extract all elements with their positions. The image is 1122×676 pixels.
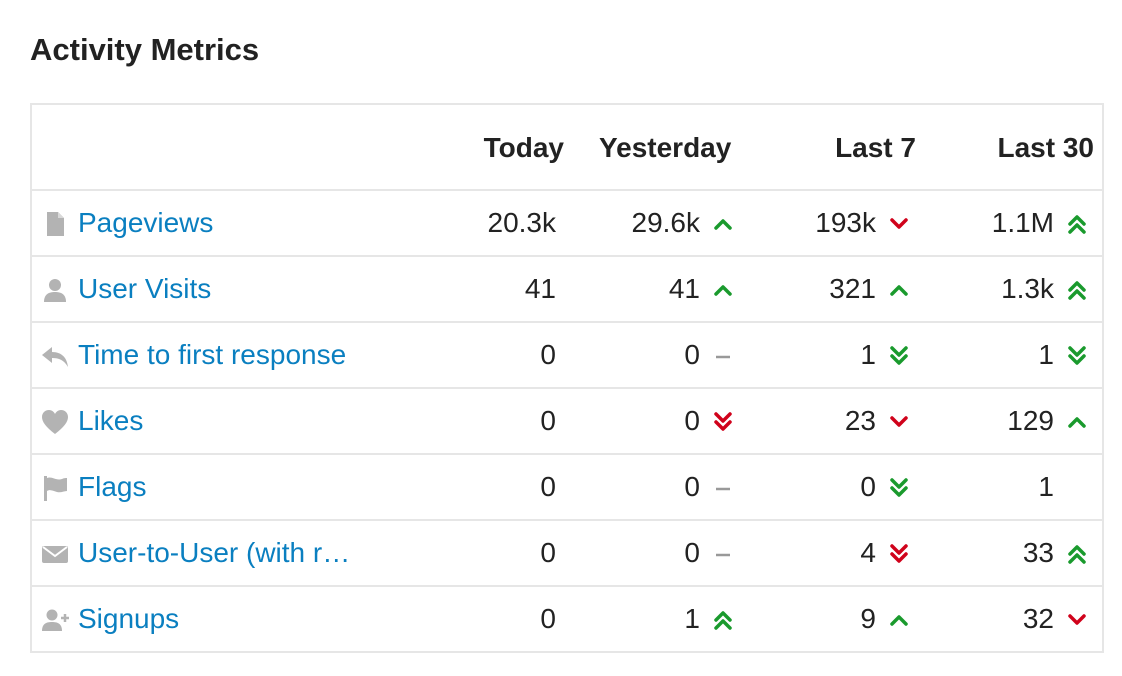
chevron-down-icon — [1064, 607, 1090, 633]
metric-value-yesterday: 0 — [684, 339, 700, 370]
metric-value-last7: 4 — [860, 537, 876, 568]
metric-link[interactable]: User Visits — [78, 273, 212, 304]
metric-value-last7: 9 — [860, 603, 876, 634]
metric-value-today: 41 — [524, 273, 556, 304]
user-plus-icon — [40, 605, 70, 635]
metric-value-last30: 129 — [1007, 405, 1054, 436]
metric-value-today: 0 — [540, 405, 556, 436]
double-chevron-up-icon — [1064, 541, 1090, 567]
double-chevron-down-icon — [886, 343, 912, 369]
column-header-last-30: Last 30 — [997, 132, 1095, 163]
metric-value-today: 0 — [540, 603, 556, 634]
metric-value-today: 0 — [540, 537, 556, 568]
dash-icon — [710, 475, 736, 501]
metric-value-last30: 1 — [1038, 339, 1054, 370]
metric-value-yesterday: 0 — [684, 405, 700, 436]
column-header-last-7: Last 7 — [835, 132, 916, 163]
metric-link[interactable]: Likes — [78, 405, 144, 436]
table-row: Time to first response 0 0 1 1 — [32, 321, 1102, 387]
chevron-up-icon — [1064, 409, 1090, 435]
chevron-up-icon — [886, 277, 912, 303]
metric-value-today: 20.3k — [487, 207, 557, 238]
envelope-icon — [40, 539, 70, 569]
metric-value-yesterday: 0 — [684, 471, 700, 502]
column-header-today: Today — [483, 132, 564, 163]
table-row: Pageviews 20.3k 29.6k 193k 1.1M — [32, 189, 1102, 255]
table-row: Likes 0 0 23 129 — [32, 387, 1102, 453]
metric-value-today: 0 — [540, 339, 556, 370]
metric-value-yesterday: 0 — [684, 537, 700, 568]
chevron-up-icon — [886, 607, 912, 633]
metric-value-yesterday: 29.6k — [631, 207, 701, 238]
table-body: Pageviews 20.3k 29.6k 193k 1.1M User Visits 41… — [32, 189, 1102, 651]
reply-icon — [40, 341, 70, 371]
metric-value-last7: 0 — [860, 471, 876, 502]
metric-link[interactable]: User-to-User (with r… — [78, 537, 351, 568]
double-chevron-up-icon — [1064, 277, 1090, 303]
metric-value-last30: 1 — [1038, 471, 1054, 502]
double-chevron-down-icon — [886, 541, 912, 567]
double-chevron-down-icon — [710, 409, 736, 435]
table-row: Signups 0 1 9 32 — [32, 585, 1102, 651]
metric-value-last30: 1.1M — [991, 207, 1054, 238]
chevron-up-icon — [710, 277, 736, 303]
table-header-row: Today Yesterday Last 7 Last 30 — [32, 105, 1102, 189]
page-title: Activity Metrics — [30, 32, 260, 67]
dash-icon — [710, 343, 736, 369]
table-row: User-to-User (with r… 0 0 4 33 — [32, 519, 1102, 585]
double-chevron-up-icon — [710, 607, 736, 633]
metric-value-today: 0 — [540, 471, 556, 502]
metric-value-yesterday: 1 — [684, 603, 700, 634]
metric-value-last7: 1 — [860, 339, 876, 370]
heart-icon — [40, 407, 70, 437]
column-header-yesterday: Yesterday — [599, 132, 732, 163]
double-chevron-up-icon — [1064, 211, 1090, 237]
metric-value-last30: 32 — [1022, 603, 1054, 634]
metric-value-last7: 321 — [829, 273, 876, 304]
chevron-down-icon — [886, 409, 912, 435]
metric-link[interactable]: Pageviews — [78, 207, 214, 238]
metric-link[interactable]: Signups — [78, 603, 180, 634]
metric-value-last30: 1.3k — [1001, 273, 1054, 304]
chevron-up-icon — [710, 211, 736, 237]
metric-value-last7: 193k — [815, 207, 876, 238]
double-chevron-down-icon — [1064, 343, 1090, 369]
activity-metrics-table: Today Yesterday Last 7 Last 30 Pageviews… — [30, 103, 1104, 653]
metric-link[interactable]: Flags — [78, 471, 147, 502]
table-row: Flags 0 0 0 1 — [32, 453, 1102, 519]
metric-link[interactable]: Time to first response — [78, 339, 347, 370]
metric-value-yesterday: 41 — [668, 273, 700, 304]
double-chevron-down-icon — [886, 475, 912, 501]
metric-value-last7: 23 — [844, 405, 876, 436]
metric-value-last30: 33 — [1022, 537, 1054, 568]
file-icon — [40, 209, 70, 239]
dash-icon — [710, 541, 736, 567]
chevron-down-icon — [886, 211, 912, 237]
flag-icon — [40, 473, 70, 503]
user-icon — [40, 275, 70, 305]
table-row: User Visits 41 41 321 1.3k — [32, 255, 1102, 321]
